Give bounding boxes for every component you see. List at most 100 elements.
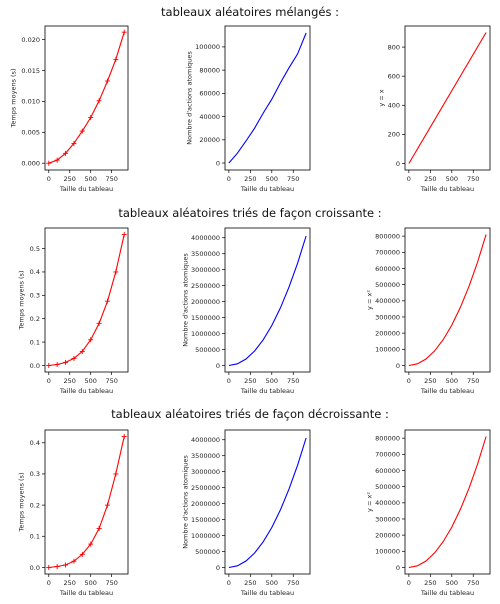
series-line <box>228 32 307 164</box>
y-tick-label: 400 <box>388 102 400 110</box>
series-line <box>48 436 125 569</box>
row-title-ascending: tableaux aléatoires triés de façon crois… <box>118 206 382 220</box>
y-tick-label: 300000 <box>375 313 400 321</box>
row-title-shuffled: tableaux aléatoires mélangés : <box>161 5 339 19</box>
chart-2-1: 0 250 500 750 0 500000 1000000 1500000 2000000 25… <box>181 429 311 597</box>
data-point <box>113 56 119 62</box>
x-tick-label: 250 <box>424 377 436 385</box>
plot-frame <box>224 25 311 171</box>
data-point <box>79 551 85 557</box>
x-tick-label: 750 <box>287 175 299 183</box>
y-tick-label: 700000 <box>375 249 400 257</box>
y-tick-label: 600 <box>388 72 400 80</box>
y-tick-label: 200000 <box>375 531 400 539</box>
data-point <box>54 362 60 368</box>
x-tick-label: 0 <box>227 377 231 385</box>
y-axis-label: Nombre d'actions atomiques <box>181 455 189 549</box>
y-tick-label: 500000 <box>375 483 400 491</box>
y-tick-label: 0.0 <box>30 362 40 370</box>
y-tick-label: 500000 <box>195 346 220 354</box>
data-point <box>46 362 52 368</box>
x-tick-label: 250 <box>244 579 256 587</box>
data-point <box>88 337 94 343</box>
x-tick-label: 500 <box>266 579 278 587</box>
x-axis-label: Taille du tableau <box>59 185 113 193</box>
x-tick-label: 500 <box>446 579 458 587</box>
data-point <box>71 355 77 361</box>
y-tick-label: 0.1 <box>30 533 40 541</box>
series-line <box>408 436 487 569</box>
data-point <box>104 298 110 304</box>
data-point <box>121 29 127 35</box>
data-point <box>63 359 69 365</box>
data-point <box>46 564 52 570</box>
data-point <box>96 320 102 326</box>
y-tick-label: 0.000 <box>21 160 40 168</box>
x-tick-label: 500 <box>446 377 458 385</box>
y-tick-label: 0.3 <box>30 292 40 300</box>
plot-frame <box>224 227 311 373</box>
y-tick-label: 700000 <box>375 451 400 459</box>
y-tick-label: 200000 <box>375 329 400 337</box>
series-line <box>228 437 307 569</box>
y-tick-label: 3500000 <box>191 452 220 460</box>
data-point <box>54 157 60 163</box>
x-axis-label: Taille du tableau <box>240 185 294 193</box>
y-tick-label: 500000 <box>195 548 220 556</box>
x-axis-label: Taille du tableau <box>240 387 294 395</box>
y-tick-label: 800000 <box>375 232 400 240</box>
y-tick-label: 300000 <box>375 515 400 523</box>
y-tick-label: 800000 <box>375 434 400 442</box>
y-tick-label: 0.005 <box>21 129 40 137</box>
y-tick-label: 20000 <box>199 136 220 144</box>
y-tick-label: 0 <box>216 362 220 370</box>
y-tick-label: 60000 <box>199 90 220 98</box>
x-tick-label: 500 <box>446 175 458 183</box>
row-title-descending: tableaux aléatoires triés de façon décro… <box>111 407 389 421</box>
y-tick-label: 2000000 <box>191 298 220 306</box>
series-line <box>408 32 487 164</box>
x-tick-label: 0 <box>407 377 411 385</box>
y-tick-label: 0 <box>396 564 400 572</box>
data-point <box>63 562 69 568</box>
plot-frame <box>44 227 129 373</box>
data-point <box>88 541 94 547</box>
x-tick-label: 750 <box>105 579 117 587</box>
plot-frame <box>404 227 491 373</box>
y-axis-label: y = x² <box>365 492 373 512</box>
y-tick-label: 4000000 <box>191 436 220 444</box>
x-tick-label: 0 <box>407 579 411 587</box>
x-tick-label: 750 <box>287 377 299 385</box>
x-tick-label: 750 <box>467 175 479 183</box>
chart-2-0: 0 250 500 750 0.0 0.1 0.2 0.3 0.4 Taille du table… <box>18 429 129 597</box>
data-point <box>46 160 52 166</box>
x-tick-label: 500 <box>266 175 278 183</box>
y-tick-label: 40000 <box>199 113 220 121</box>
x-tick-label: 0 <box>47 579 51 587</box>
x-tick-label: 250 <box>64 579 76 587</box>
plot-frame <box>404 429 491 575</box>
series-line <box>48 32 125 164</box>
plot-frame <box>224 429 311 575</box>
series-line <box>408 234 487 367</box>
x-tick-label: 0 <box>227 579 231 587</box>
y-tick-label: 400000 <box>375 499 400 507</box>
x-tick-label: 250 <box>244 377 256 385</box>
x-tick-label: 0 <box>47 175 51 183</box>
y-tick-label: 1500000 <box>191 516 220 524</box>
data-point <box>79 348 85 354</box>
x-axis-label: Taille du tableau <box>420 387 474 395</box>
chart-1-2: 0 250 500 750 0 100000 200000 300000 400000 50000… <box>365 227 491 395</box>
x-tick-label: 750 <box>105 175 117 183</box>
series-line <box>228 235 307 367</box>
data-point <box>104 78 110 84</box>
data-point <box>79 128 85 134</box>
y-tick-label: 0.1 <box>30 338 40 346</box>
y-axis-label: Temps moyens (s) <box>10 69 18 129</box>
y-tick-label: 0.015 <box>21 67 40 75</box>
y-tick-label: 0.020 <box>21 36 40 44</box>
y-tick-label: 2500000 <box>191 282 220 290</box>
x-tick-label: 750 <box>467 377 479 385</box>
y-tick-label: 0.5 <box>30 245 40 253</box>
